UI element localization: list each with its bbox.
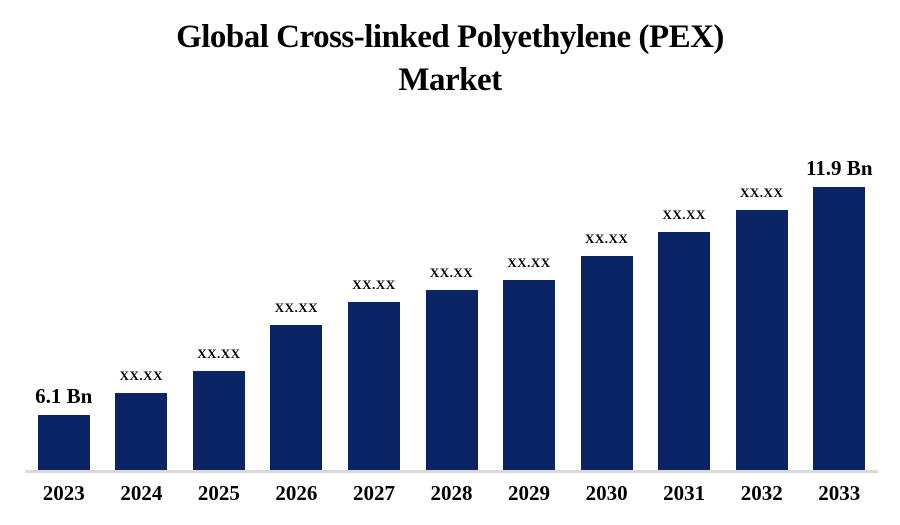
bar-2033 bbox=[813, 187, 866, 470]
bar-2023 bbox=[37, 415, 90, 470]
x-axis-label-2024: 2024 bbox=[120, 481, 163, 505]
x-axis-label-2032: 2032 bbox=[740, 481, 783, 505]
bar-value-label-2033: 11.9 Bn bbox=[805, 156, 873, 180]
bar-group-2033: 11.9 Bn bbox=[800, 125, 878, 470]
x-axis-label-2033: 2033 bbox=[818, 481, 861, 505]
x-axis-label-2030: 2030 bbox=[585, 481, 628, 505]
bar-2029 bbox=[503, 280, 556, 470]
bar-2030 bbox=[580, 256, 633, 470]
chart-title: Global Cross-linked Polyethylene (PEX) M… bbox=[0, 16, 900, 102]
chart-title-line1: Global Cross-linked Polyethylene (PEX) bbox=[176, 19, 724, 55]
x-axis-label-2025: 2025 bbox=[197, 481, 240, 505]
x-axis-label-2026: 2026 bbox=[275, 481, 318, 505]
x-axis-labels: 2023 2024 2025 2026 2027 2028 2029 2030 … bbox=[25, 481, 878, 506]
x-axis-label-2028: 2028 bbox=[430, 481, 473, 505]
bar-2024 bbox=[115, 393, 168, 470]
chart-title-line2: Market bbox=[398, 62, 502, 98]
x-axis-line bbox=[25, 470, 878, 473]
bar-value-label-2028: XX.XX bbox=[429, 265, 474, 280]
bar-value-label-2029: XX.XX bbox=[507, 255, 551, 270]
bar-value-label-2030: XX.XX bbox=[584, 231, 629, 246]
bar-2032 bbox=[735, 210, 788, 470]
bar-group-2031: XX.XX bbox=[645, 125, 723, 470]
bar-value-label-2025: XX.XX bbox=[197, 346, 241, 361]
x-axis-label-2023: 2023 bbox=[42, 481, 85, 505]
bar-2027 bbox=[347, 302, 400, 470]
bar-2026 bbox=[270, 325, 323, 470]
bar-value-label-2024: XX.XX bbox=[119, 368, 163, 383]
bar-value-label-2027: XX.XX bbox=[352, 277, 396, 292]
bar-group-2023: 6.1 Bn bbox=[25, 125, 103, 470]
x-axis-label-2029: 2029 bbox=[508, 481, 551, 505]
bar-2028 bbox=[425, 290, 478, 470]
bar-group-2029: XX.XX bbox=[490, 125, 568, 470]
bar-group-2030: XX.XX bbox=[568, 125, 646, 470]
x-axis-label-2027: 2027 bbox=[352, 481, 395, 505]
bar-group-2024: XX.XX bbox=[103, 125, 181, 470]
x-axis-label-2031: 2031 bbox=[663, 481, 706, 505]
bar-group-2026: XX.XX bbox=[258, 125, 336, 470]
bar-2025 bbox=[192, 371, 245, 470]
bar-value-label-2026: XX.XX bbox=[274, 300, 319, 315]
bar-group-2032: XX.XX bbox=[723, 125, 801, 470]
bar-2031 bbox=[658, 232, 711, 470]
plot-area: 6.1 Bn XX.XX XX.XX XX.XX XX.XX XX.XX XX.… bbox=[25, 125, 878, 470]
bar-value-label-2023: 6.1 Bn bbox=[35, 384, 93, 408]
bar-group-2028: XX.XX bbox=[413, 125, 491, 470]
bar-group-2025: XX.XX bbox=[180, 125, 258, 470]
bar-group-2027: XX.XX bbox=[335, 125, 413, 470]
bar-value-label-2031: XX.XX bbox=[662, 207, 706, 222]
bar-value-label-2032: XX.XX bbox=[740, 185, 784, 200]
